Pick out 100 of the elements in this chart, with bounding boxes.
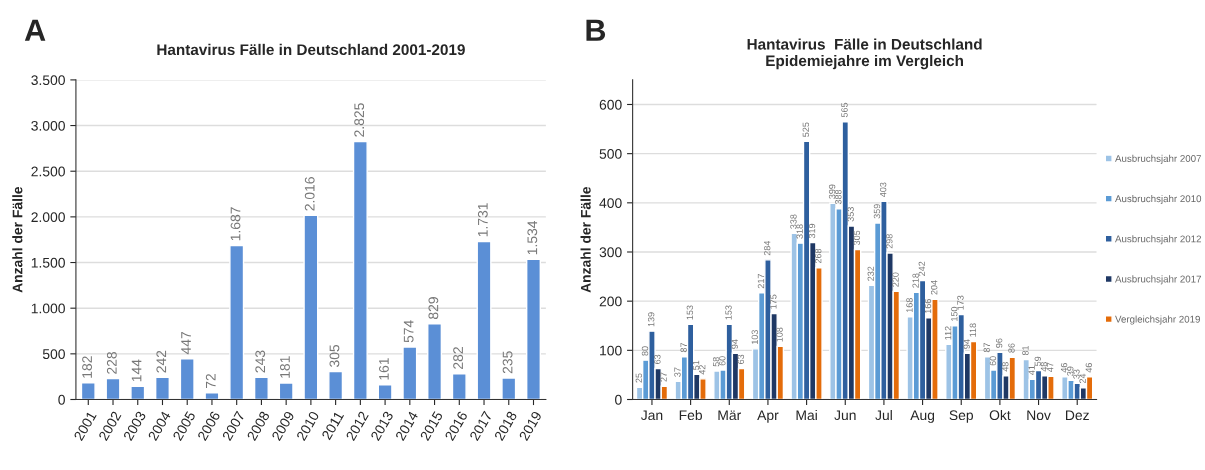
bar [179, 357, 195, 400]
data-label: 60 [719, 356, 726, 366]
data-label: 403 [879, 182, 887, 197]
data-label: 46 [1085, 363, 1093, 373]
x-tick-label: Jun [834, 410, 856, 421]
y-tick-label: 600 [599, 99, 622, 110]
y-tick-label: 0 [58, 394, 65, 405]
x-tick-label: Okt [989, 409, 1011, 421]
chart-title: Hantavirus Fälle in Deutschland Epidemiejahre im Vergleich [747, 38, 982, 70]
data-label: 181 [280, 356, 290, 378]
data-label: 33 [1073, 369, 1080, 379]
data-label: 58 [712, 357, 720, 367]
x-tick-label: Sep [949, 410, 974, 423]
x-tick-label: Jul [875, 409, 892, 421]
data-label: 447 [181, 332, 191, 355]
y-axis-title: Anzahl der Fälle [580, 186, 591, 293]
y-tick-label: 300 [599, 247, 622, 258]
y-tick-label: 200 [599, 296, 622, 307]
data-label: 338 [790, 214, 797, 229]
x-tick-label: Nov [1027, 410, 1051, 421]
bar [526, 258, 541, 400]
data-label: 204 [930, 280, 938, 295]
y-tick-label: 400 [599, 198, 622, 208]
data-label: 298 [886, 234, 893, 249]
x-tick-label: Aug [910, 410, 935, 423]
x-tick-label: Jan [640, 410, 663, 421]
y-tick-label: 500 [42, 349, 65, 360]
data-label: 81 [1022, 345, 1029, 356]
legend-label: Ausbruchsjahr 2012 [1115, 235, 1202, 245]
data-label: 139 [647, 312, 655, 327]
data-label: 153 [686, 305, 694, 320]
x-tick-label: Mär [718, 410, 742, 421]
bar [154, 376, 170, 400]
data-label: 574 [403, 320, 414, 343]
data-label: 41 [1028, 365, 1035, 375]
bar [303, 214, 319, 400]
data-label: 318 [796, 224, 803, 239]
bar [427, 323, 443, 400]
bar [80, 382, 96, 400]
y-tick-label: 2.000 [31, 212, 65, 223]
data-label: 2.016 [304, 177, 315, 211]
data-label: 1.534 [527, 220, 538, 255]
data-label: 1.731 [477, 203, 488, 237]
x-tick-label: Apr [757, 410, 779, 423]
legend-label: Ausbruchsjahr 2017 [1115, 275, 1202, 285]
bar [501, 377, 517, 400]
data-label: 2.825 [354, 103, 365, 137]
data-label: 242 [156, 350, 167, 373]
data-label: 94 [963, 339, 970, 349]
data-label: 63 [654, 354, 661, 364]
data-label: 48 [1002, 362, 1009, 372]
data-label: 153 [725, 305, 732, 320]
data-label: 47 [1047, 362, 1054, 373]
data-label: 243 [255, 350, 266, 373]
data-label: 235 [502, 351, 513, 374]
data-label: 150 [951, 306, 958, 321]
legend-label: Ausbruchsjahr 2010 [1115, 194, 1202, 205]
data-label: 220 [892, 272, 899, 287]
x-tick-label: Dez [1066, 410, 1089, 421]
data-label: 829 [428, 297, 439, 320]
data-label: 168 [906, 298, 913, 313]
bar [451, 373, 467, 400]
data-label: 87 [983, 342, 990, 353]
data-label: 48 [1040, 362, 1048, 372]
bar [204, 392, 220, 400]
data-label: 305 [329, 344, 340, 367]
bar [229, 244, 245, 400]
data-label: 46 [1060, 363, 1068, 373]
data-label: 525 [802, 122, 810, 137]
bar [253, 376, 269, 400]
data-label: 217 [757, 274, 765, 289]
y-tick-label: 0 [615, 394, 622, 405]
legend-label: Vergleichsjahr 2019 [1115, 315, 1200, 325]
data-label: 87 [680, 342, 687, 353]
data-label: 96 [995, 338, 1003, 348]
y-tick-label: 3.000 [31, 120, 65, 131]
data-label: 1.687 [230, 207, 241, 241]
data-label: 103 [751, 330, 758, 344]
data-label: 319 [808, 223, 816, 239]
data-label: 60 [989, 356, 997, 366]
bar [352, 140, 368, 400]
data-label: 242 [918, 261, 925, 276]
data-label: 353 [847, 207, 854, 222]
data-label: 86 [1008, 343, 1015, 353]
data-label: 144 [131, 359, 142, 382]
data-label: 565 [841, 102, 848, 118]
y-axis-title: Anzahl der Fälle [12, 186, 23, 293]
bar [328, 370, 344, 400]
data-label: 39 [1067, 366, 1074, 376]
text: B [586, 19, 606, 41]
data-label: 268 [815, 248, 822, 264]
data-label: 72 [205, 374, 216, 389]
text: A [24, 19, 46, 41]
data-label: 359 [873, 204, 881, 219]
data-label: 182 [82, 356, 93, 378]
x-tick-label: Feb [679, 409, 702, 421]
data-label: 166 [924, 299, 932, 314]
data-label: 108 [776, 327, 783, 342]
y-tick-label: 2.500 [31, 166, 65, 177]
data-label: 388 [835, 189, 842, 205]
